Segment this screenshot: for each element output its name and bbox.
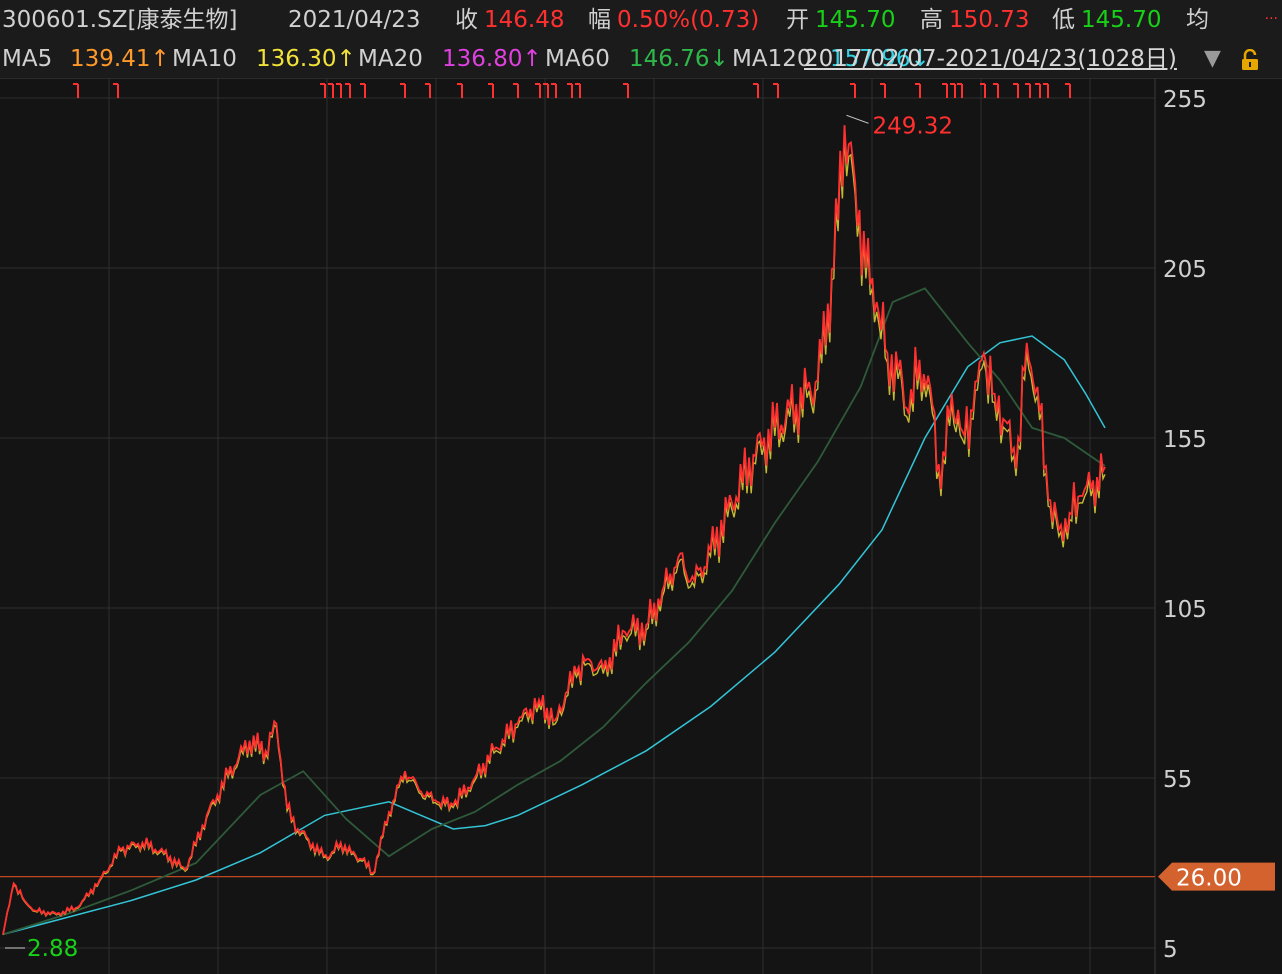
reference-badge: 26.00 — [1158, 862, 1275, 892]
ma-row: MA5 139.41↑ MA10 136.30↑ MA20 136.80↑ MA… — [0, 40, 1282, 79]
ma10-value: 136.30↑ — [256, 46, 356, 72]
open-label: 开 — [786, 7, 809, 33]
low-label: 低 — [1052, 7, 1075, 33]
min-label: 2.88 — [27, 936, 78, 962]
ma20-value: 136.80↑ — [442, 46, 542, 72]
max-annotation: 249.32 — [846, 113, 953, 139]
y-tick-label: 255 — [1163, 87, 1207, 113]
ma120-value: 157.96↓ — [830, 46, 930, 72]
ma5-label: MA5 — [2, 46, 53, 72]
ma60-value: 146.76↓ — [629, 46, 729, 72]
y-tick-label: 105 — [1163, 597, 1207, 623]
change-value: 0.50%(0.73) — [617, 7, 760, 33]
open-value: 145.70 — [815, 7, 896, 33]
ma120-label: MA120 — [732, 46, 812, 72]
min-annotation: 2.88 — [5, 936, 78, 962]
ma20-label: MA20 — [358, 46, 423, 72]
avg-label: 均 — [1186, 7, 1209, 33]
high-value: 150.73 — [949, 7, 1030, 33]
ma5-value: 139.41↑ — [70, 46, 170, 72]
close-line — [2, 125, 1106, 935]
grid — [0, 78, 1156, 974]
ma120-line — [2, 335, 1106, 936]
reference-label: 26.00 — [1176, 866, 1242, 892]
y-tick-label: 5 — [1163, 937, 1178, 963]
stock-code[interactable]: 300601.SZ[康泰生物] — [2, 7, 238, 33]
ma10-label: MA10 — [172, 46, 237, 72]
high-label: 高 — [920, 7, 943, 33]
date-range[interactable]: 2017/02/07-2021/04/23(1028日) — [804, 46, 1177, 72]
close-value: 146.48 — [484, 7, 565, 33]
y-tick-label: 55 — [1163, 767, 1192, 793]
lock-icon[interactable] — [1240, 49, 1260, 71]
range-dropdown-icon[interactable]: ▼ — [1204, 46, 1221, 71]
max-label: 249.32 — [873, 113, 953, 139]
y-tick-label: 155 — [1163, 427, 1207, 453]
quote-date: 2021/04/23 — [288, 7, 421, 33]
close-label: 收 — [455, 7, 478, 33]
ma60-label: MA60 — [545, 46, 610, 72]
more-dots[interactable]: ... — [1264, 7, 1278, 23]
event-markers — [73, 83, 1071, 98]
low-value: 145.70 — [1081, 7, 1162, 33]
y-tick-label: 205 — [1163, 257, 1207, 283]
change-label: 幅 — [588, 7, 611, 33]
ma60-line — [2, 287, 1106, 936]
quote-header: 300601.SZ[康泰生物] 2021/04/23 收 146.48 幅 0.… — [0, 0, 1282, 40]
ma10-line — [2, 137, 1106, 936]
